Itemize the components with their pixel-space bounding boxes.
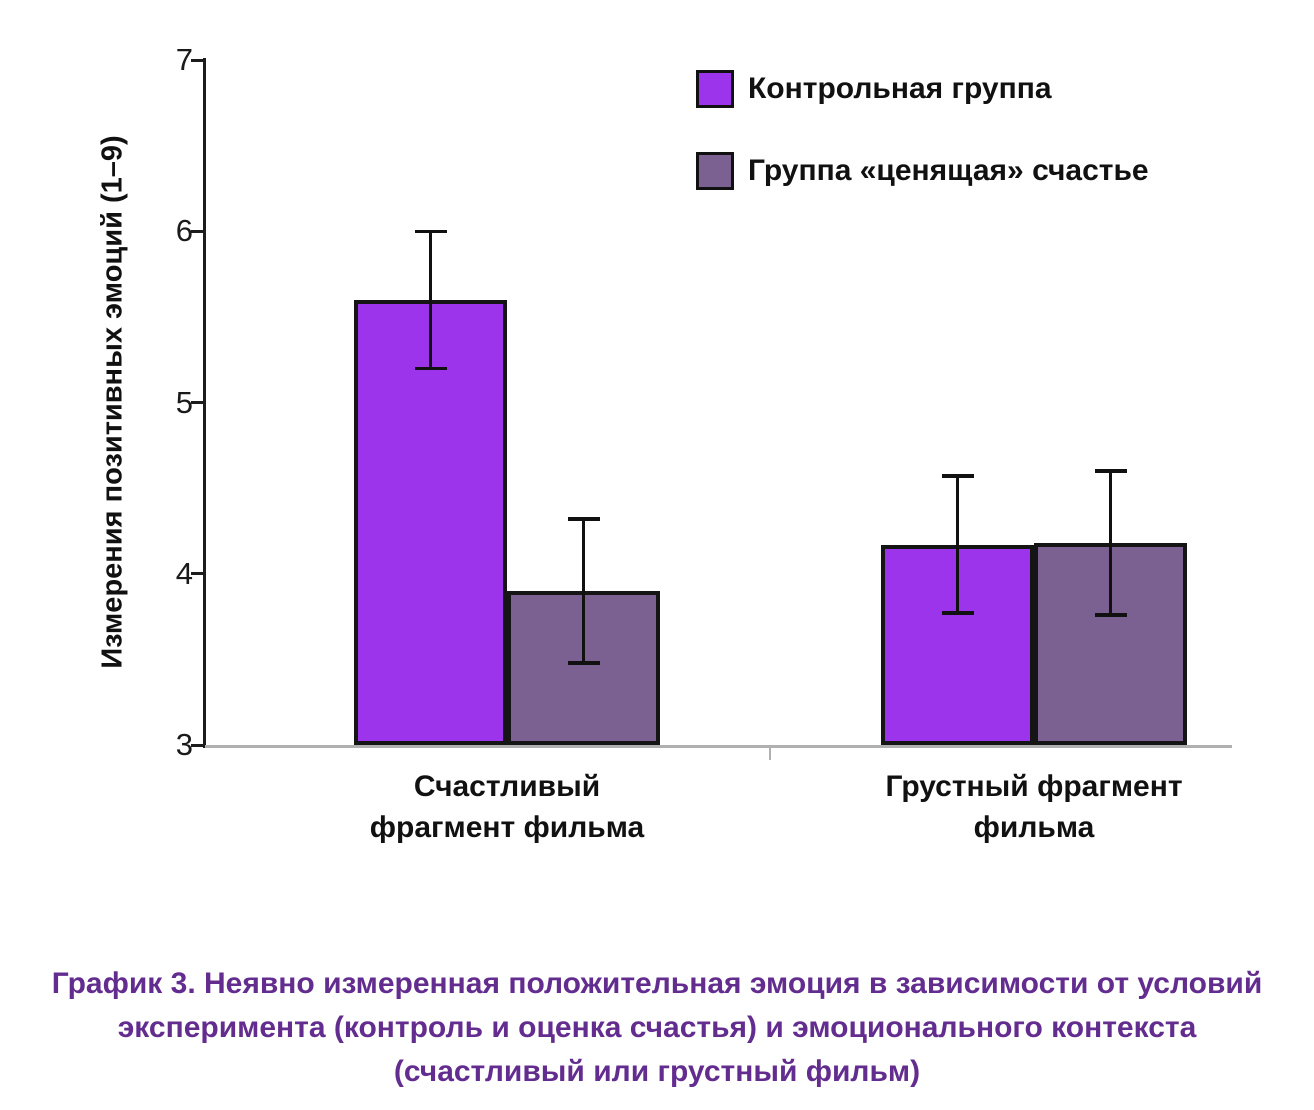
x-category-label: Грустный фрагмент фильма (885, 770, 1183, 844)
plot-area: 7 6 5 4 3 Счастливый фрагмент фильма Грустный … (176, 42, 1232, 844)
error-bar-line (955, 476, 960, 614)
figure-caption: График 3. Неявно измеренная положительна… (51, 967, 1263, 1089)
y-tick-label: 3 (175, 727, 193, 762)
error-bar-cap (414, 366, 447, 370)
y-tick-label: 7 (175, 42, 193, 77)
error-bar-cap (941, 611, 974, 615)
legend-row: Группа «ценящая» счастье (696, 152, 1149, 190)
y-tick-label: 5 (175, 384, 193, 420)
legend-label: Группа «ценящая» счастье (748, 154, 1149, 187)
error-bar-cap (414, 229, 447, 233)
y-tick-mark (191, 58, 205, 62)
legend-swatch (696, 70, 734, 108)
legend: Контрольная группа Группа «ценящая» счаст… (696, 70, 1149, 190)
legend-swatch (696, 152, 734, 190)
y-tick-mark (191, 401, 205, 404)
error-bar-line (1108, 471, 1113, 615)
x-category-label: Счастливый фрагмент фильма (369, 770, 645, 844)
y-tick-mark (191, 572, 205, 576)
error-bar-line (428, 231, 433, 369)
y-tick-mark (191, 229, 205, 233)
y-tick-mark (191, 743, 205, 747)
y-tick-label: 6 (175, 213, 193, 249)
error-bar-cap (567, 661, 600, 665)
error-bar-cap (941, 474, 974, 478)
x-axis-line (205, 745, 1232, 748)
legend-label: Контрольная группа (748, 72, 1052, 105)
y-tick-label: 4 (175, 555, 193, 591)
error-bar-cap (1094, 469, 1127, 473)
legend-row: Контрольная группа (696, 70, 1149, 108)
error-bar-cap (1094, 613, 1127, 617)
error-bar-cap (567, 517, 600, 521)
error-bar-line (581, 518, 586, 663)
x-axis-mid-tick (769, 748, 771, 760)
